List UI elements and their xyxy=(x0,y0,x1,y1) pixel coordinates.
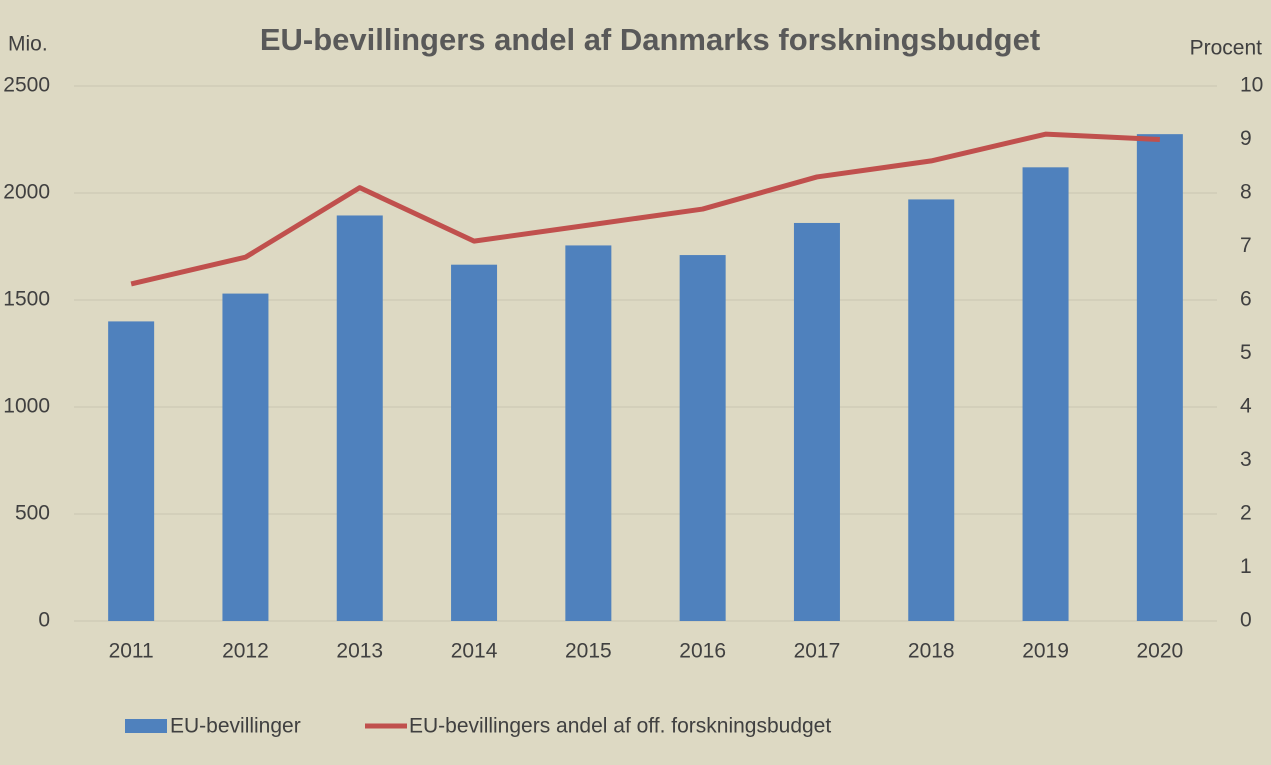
x-tick-label: 2014 xyxy=(451,640,498,663)
y2-tick-label: 0 xyxy=(1240,609,1252,632)
bar xyxy=(222,293,269,621)
line xyxy=(130,131,1160,287)
y2-tick-label: 5 xyxy=(1240,341,1252,364)
chart-title: EU-bevillingers andel af Danmarks forskn… xyxy=(260,22,1040,57)
bar xyxy=(451,264,498,621)
legend-swatch xyxy=(125,719,167,733)
y2-tick-label: 1 xyxy=(1240,555,1252,578)
y-tick-label: 500 xyxy=(15,502,50,525)
x-tick-label: 2011 xyxy=(109,640,154,663)
bar xyxy=(108,321,155,621)
y2-tick-label: 7 xyxy=(1240,234,1252,257)
y2-tick-label: 4 xyxy=(1240,395,1252,418)
x-tick-label: 2013 xyxy=(336,640,383,663)
x-tick-label: 2015 xyxy=(565,640,612,663)
y2-tick-label: 9 xyxy=(1240,127,1252,150)
y-tick-label: 2500 xyxy=(3,74,50,97)
y2-tick-label: 2 xyxy=(1240,502,1252,525)
y-tick-label: 0 xyxy=(38,609,50,632)
bar xyxy=(793,222,840,621)
y-axis-label: Mio. xyxy=(8,33,48,56)
y-tick-label: 1000 xyxy=(3,395,50,418)
y2-tick-label: 6 xyxy=(1240,288,1252,311)
x-tick-label: 2019 xyxy=(1022,640,1069,663)
x-tick-label: 2020 xyxy=(1136,640,1183,663)
legend-label: EU-bevillinger xyxy=(170,715,301,738)
x-tick-label: 2017 xyxy=(794,640,841,663)
y2-tick-label: 10 xyxy=(1240,74,1263,97)
bar xyxy=(565,245,612,621)
y2-tick-label: 8 xyxy=(1240,181,1252,204)
y2-tick-label: 3 xyxy=(1240,448,1252,471)
y-tick-label: 2000 xyxy=(3,181,50,204)
x-tick-label: 2012 xyxy=(222,640,269,663)
x-tick-label: 2016 xyxy=(679,640,726,663)
legend-label: EU-bevillingers andel af off. forsknings… xyxy=(409,715,831,738)
x-tick-label: 2018 xyxy=(908,640,955,663)
bar xyxy=(336,215,383,621)
y2-axis-label: Procent xyxy=(1190,37,1263,60)
bar xyxy=(1136,134,1183,621)
y-tick-label: 1500 xyxy=(3,288,50,311)
bar xyxy=(908,199,955,622)
bar xyxy=(679,255,726,621)
bar xyxy=(1022,167,1069,621)
